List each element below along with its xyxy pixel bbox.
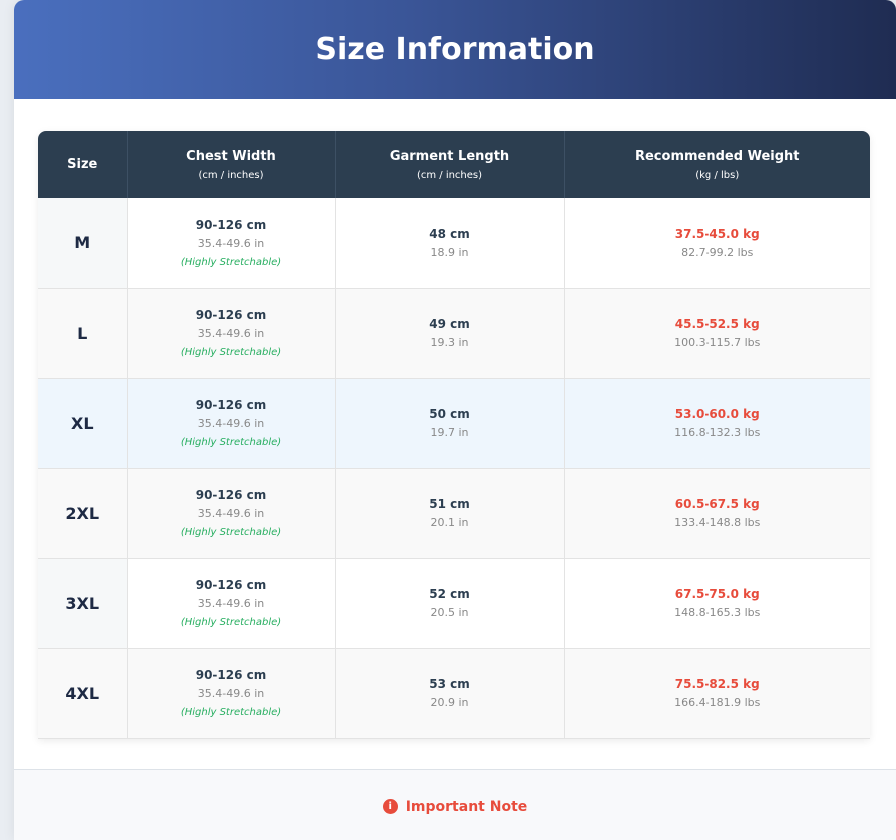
table-row: 4XL 90-126 cm 35.4-49.6 in (Highly Stretch…	[38, 648, 870, 739]
length-cell: 52 cm 20.5 in	[335, 558, 565, 649]
chest-cell: 90-126 cm 35.4-49.6 in (Highly Stretchable…	[127, 468, 336, 559]
chest-cell: 90-126 cm 35.4-49.6 in (Highly Stretchable…	[127, 288, 336, 379]
weight-lbs: 100.3-115.7 lbs	[674, 336, 761, 349]
stretch-note: (Highly Stretchable)	[180, 617, 282, 628]
weight-kg: 75.5-82.5 kg	[674, 677, 760, 691]
column-header: Garment Length (cm / inches)	[335, 131, 565, 198]
chest-cm: 90-126 cm	[195, 217, 267, 232]
page-title: Size Information	[315, 32, 595, 67]
chest-in: 35.4-49.6 in	[197, 327, 265, 340]
column-header: Recommended Weight (kg / lbs)	[564, 131, 870, 198]
weight-cell: 75.5-82.5 kg 166.4-181.9 lbs	[564, 648, 870, 739]
chest-in: 35.4-49.6 in	[197, 687, 265, 700]
weight-lbs: 116.8-132.3 lbs	[674, 426, 761, 439]
chest-cm: 90-126 cm	[195, 668, 267, 682]
column-label: Chest Width	[186, 148, 276, 164]
weight-kg: 60.5-67.5 kg	[674, 497, 760, 511]
length-in: 19.7 in	[430, 426, 469, 439]
weight-lbs: 148.8-165.3 lbs	[674, 606, 761, 619]
chest-cm: 90-126 cm	[195, 488, 267, 502]
important-note-label: Important Note	[405, 798, 528, 815]
header: Size Information	[14, 0, 896, 99]
length-cell: 51 cm 20.1 in	[335, 468, 565, 559]
chest-cm: 90-126 cm	[195, 578, 267, 592]
column-unit: (cm / inches)	[416, 169, 483, 181]
column-header: Size	[38, 131, 128, 198]
weight-kg: 45.5-52.5 kg	[674, 317, 760, 331]
column-unit: (kg / lbs)	[695, 169, 740, 181]
chest-cm: 90-126 cm	[195, 398, 267, 412]
size-cell: M	[38, 198, 128, 289]
weight-lbs: 82.7-99.2 lbs	[681, 245, 754, 259]
chest-in: 35.4-49.6 in	[197, 597, 265, 610]
stretch-note: (Highly Stretchable)	[180, 527, 282, 538]
length-cm: 52 cm	[429, 587, 470, 601]
length-cell: 48 cm 18.9 in	[335, 198, 565, 289]
size-cell: XL	[38, 378, 128, 469]
weight-cell: 67.5-75.0 kg 148.8-165.3 lbs	[564, 558, 870, 649]
size-cell: L	[38, 288, 128, 379]
size-info-card: Size Information Size Chest Width (cm / in…	[14, 0, 896, 840]
size-cell: 4XL	[38, 648, 128, 739]
length-cm: 50 cm	[429, 407, 470, 421]
size-cell: 2XL	[38, 468, 128, 559]
size-cell: 3XL	[38, 558, 128, 649]
length-cm: 53 cm	[429, 677, 470, 691]
weight-lbs: 133.4-148.8 lbs	[674, 516, 761, 529]
footer: i Important Note	[14, 769, 896, 840]
info-circle-icon: i	[382, 799, 398, 814]
weight-cell: 53.0-60.0 kg 116.8-132.3 lbs	[564, 378, 870, 469]
length-cm: 48 cm	[429, 226, 470, 241]
table-row: 2XL 90-126 cm 35.4-49.6 in (Highly Stretch…	[38, 468, 870, 559]
weight-kg: 67.5-75.0 kg	[674, 587, 760, 601]
chest-cell: 90-126 cm 35.4-49.6 in (Highly Stretchable…	[127, 558, 336, 649]
table-row: XL 90-126 cm 35.4-49.6 in (Highly Stretcha…	[38, 378, 870, 469]
chest-in: 35.4-49.6 in	[197, 236, 265, 250]
chest-cell: 90-126 cm 35.4-49.6 in (Highly Stretchable…	[127, 378, 336, 469]
length-cm: 51 cm	[429, 497, 470, 511]
weight-kg: 37.5-45.0 kg	[674, 226, 760, 241]
length-in: 19.3 in	[430, 336, 469, 349]
column-label: Recommended Weight	[634, 148, 800, 164]
stretch-note: (Highly Stretchable)	[180, 437, 282, 448]
chest-in: 35.4-49.6 in	[197, 507, 265, 520]
weight-cell: 45.5-52.5 kg 100.3-115.7 lbs	[564, 288, 870, 379]
column-unit: (cm / inches)	[198, 169, 264, 181]
column-label: Size	[67, 157, 98, 172]
column-label: Garment Length	[389, 148, 510, 164]
stretch-note: (Highly Stretchable)	[180, 707, 282, 718]
length-cell: 49 cm 19.3 in	[335, 288, 565, 379]
chest-cell: 90-126 cm 35.4-49.6 in (Highly Stretchable…	[127, 198, 336, 289]
length-cm: 49 cm	[429, 317, 470, 331]
table-row: L 90-126 cm 35.4-49.6 in (Highly Stretchab…	[38, 288, 870, 379]
chest-cell: 90-126 cm 35.4-49.6 in (Highly Stretchable…	[127, 648, 336, 739]
length-in: 20.5 in	[430, 606, 469, 619]
weight-kg: 53.0-60.0 kg	[674, 407, 760, 421]
weight-lbs: 166.4-181.9 lbs	[674, 696, 761, 709]
table-row: M 90-126 cm 35.4-49.6 in (Highly Stretchab…	[38, 198, 870, 289]
length-cell: 53 cm 20.9 in	[335, 648, 565, 739]
length-cell: 50 cm 19.7 in	[335, 378, 565, 469]
length-in: 20.1 in	[430, 516, 469, 529]
weight-cell: 37.5-45.0 kg 82.7-99.2 lbs	[564, 198, 870, 289]
length-in: 20.9 in	[430, 696, 469, 709]
important-note[interactable]: i Important Note	[382, 798, 528, 815]
chest-in: 35.4-49.6 in	[197, 417, 265, 430]
table-row: 3XL 90-126 cm 35.4-49.6 in (Highly Stretch…	[38, 558, 870, 649]
size-table: Size Chest Width (cm / inches) Garment Leng…	[38, 131, 870, 739]
size-table-wrapper: Size Chest Width (cm / inches) Garment Leng…	[38, 131, 870, 739]
chest-cm: 90-126 cm	[195, 308, 267, 322]
weight-cell: 60.5-67.5 kg 133.4-148.8 lbs	[564, 468, 870, 559]
stretch-note: (Highly Stretchable)	[180, 256, 282, 268]
column-header: Chest Width (cm / inches)	[127, 131, 336, 198]
stretch-note: (Highly Stretchable)	[180, 347, 282, 358]
length-in: 18.9 in	[430, 245, 469, 259]
